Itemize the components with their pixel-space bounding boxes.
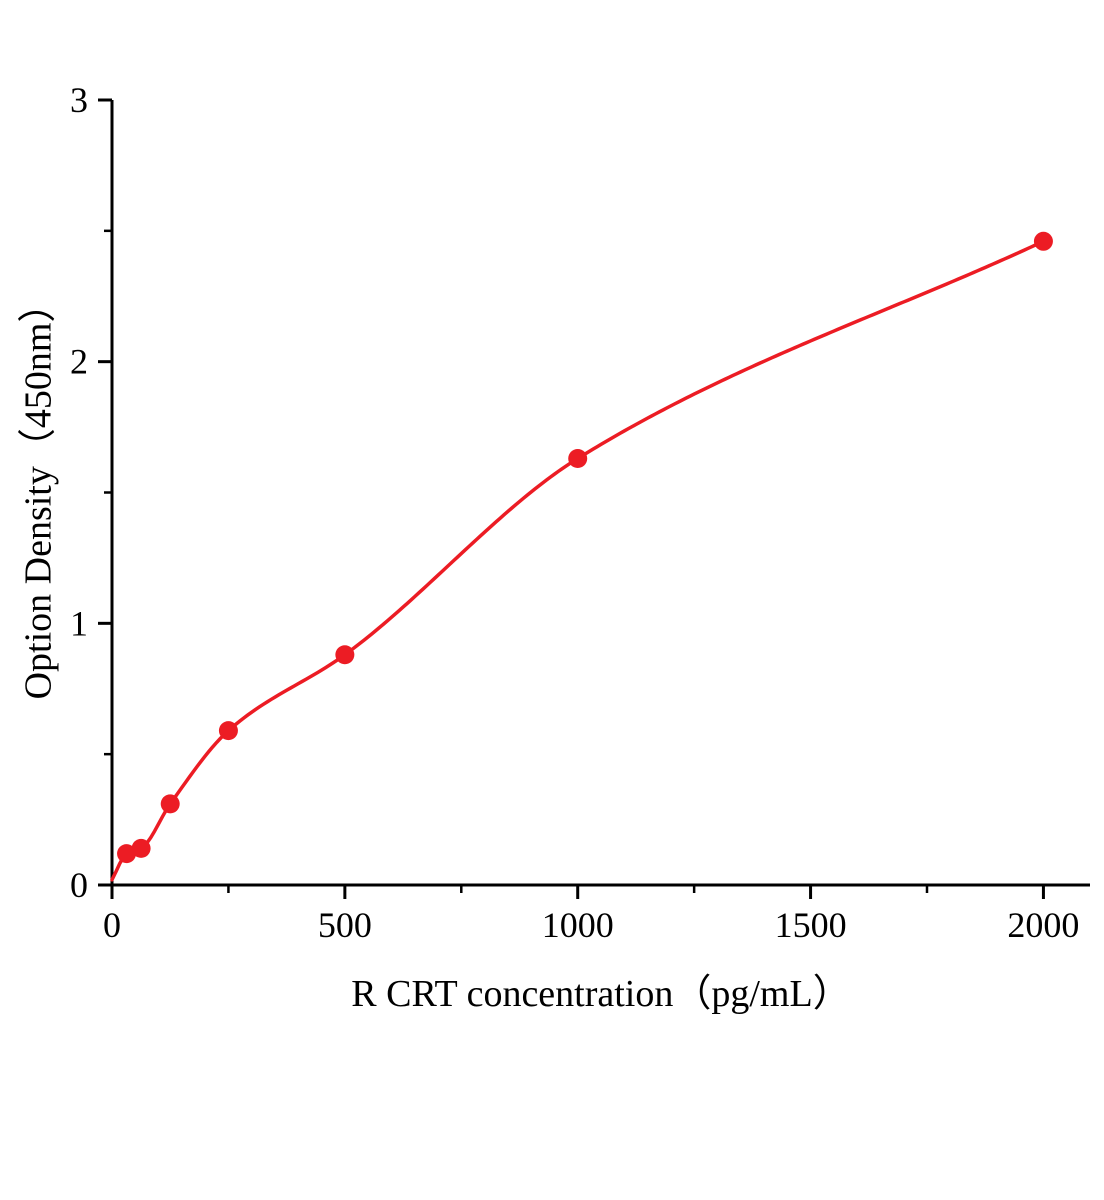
x-axis-title: R CRT concentration（pg/mL）	[351, 973, 851, 1015]
y-axis-title: Option Density（450nm）	[17, 284, 60, 700]
data-point	[117, 844, 137, 864]
x-tick-label: 1000	[542, 905, 614, 945]
data-point	[160, 794, 180, 814]
y-tick-label: 3	[70, 80, 88, 120]
x-tick-label: 1500	[775, 905, 847, 945]
data-point	[335, 645, 355, 665]
y-tick-label: 2	[70, 342, 88, 382]
x-tick-label: 0	[103, 905, 121, 945]
data-point	[131, 838, 151, 858]
fit-curve	[110, 239, 1046, 882]
data-point	[568, 448, 588, 468]
x-tick-label: 2000	[1007, 905, 1079, 945]
y-tick-label: 0	[70, 865, 88, 905]
data-point	[218, 721, 238, 741]
y-tick-label: 1	[70, 603, 88, 643]
x-tick-label: 500	[318, 905, 372, 945]
data-point	[1033, 231, 1053, 251]
